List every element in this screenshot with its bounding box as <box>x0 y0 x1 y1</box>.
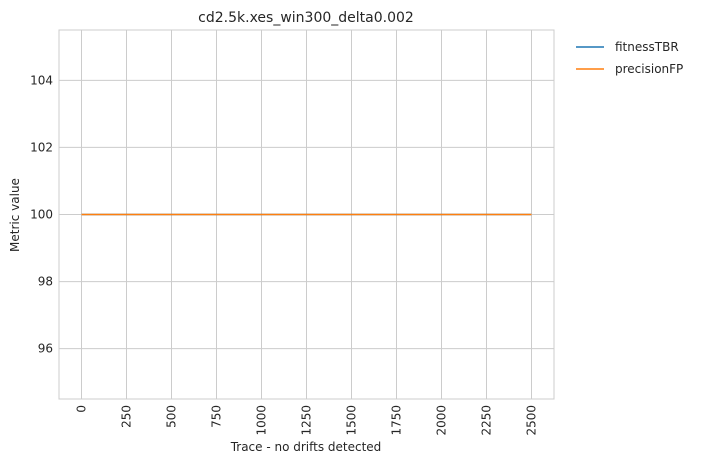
x-tick-label: 1750 <box>390 405 404 436</box>
y-axis-label: Metric value <box>8 178 22 252</box>
x-tick-label: 750 <box>210 405 224 428</box>
y-tick-label: 104 <box>30 73 53 87</box>
x-tick-label: 500 <box>165 405 179 428</box>
y-tick-label: 98 <box>38 275 53 289</box>
x-tick-label: 2250 <box>480 405 494 436</box>
x-tick-label: 1250 <box>300 405 314 436</box>
legend-label: precisionFP <box>615 62 683 76</box>
x-tick-label: 1000 <box>255 405 269 436</box>
chart-title: cd2.5k.xes_win300_delta0.002 <box>198 10 414 26</box>
x-tick-label: 250 <box>120 405 134 428</box>
legend-label: fitnessTBR <box>615 40 679 54</box>
x-axis-ticks: 0 250 500 750 1000 1250 1500 1750 2000 2250 2500 <box>75 405 539 436</box>
y-tick-label: 96 <box>38 342 53 356</box>
x-tick-label: 1500 <box>345 405 359 436</box>
y-tick-label: 100 <box>30 208 53 222</box>
x-tick-label: 0 <box>75 405 89 413</box>
x-tick-label: 2500 <box>525 405 539 436</box>
x-axis-label: Trace - no drifts detected <box>230 440 382 454</box>
y-tick-label: 102 <box>30 140 53 154</box>
x-tick-label: 2000 <box>435 405 449 436</box>
y-axis-ticks: 96 98 100 102 104 <box>30 73 53 355</box>
legend: fitnessTBR precisionFP <box>576 40 683 76</box>
